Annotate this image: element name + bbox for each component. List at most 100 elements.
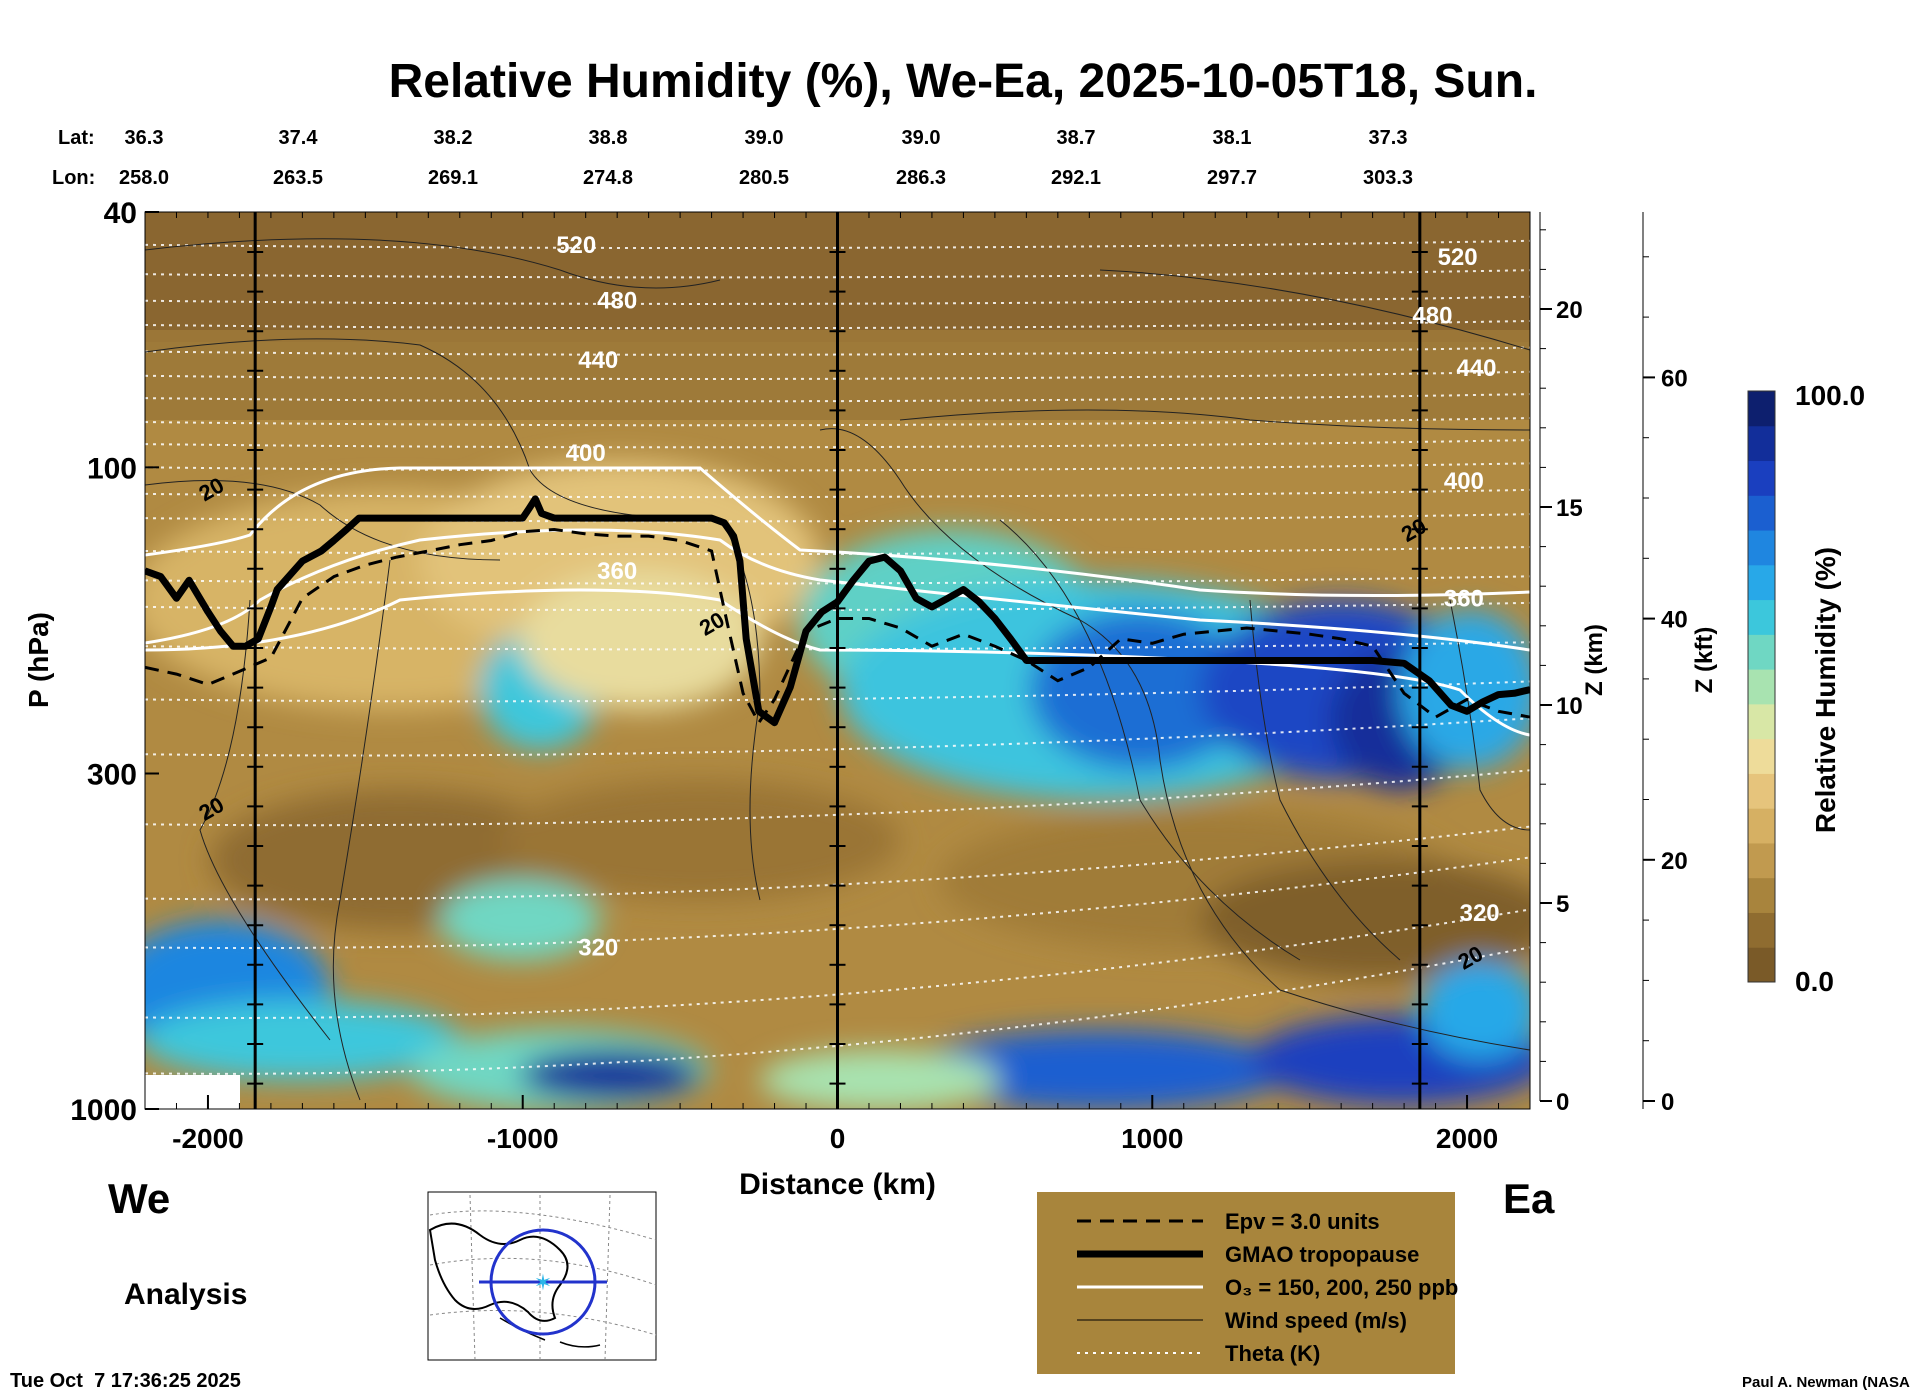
theta-contour — [145, 269, 1530, 279]
colorbar-swatch — [1748, 912, 1775, 948]
theta-contour — [145, 641, 1530, 651]
colorbar-swatch — [1748, 947, 1775, 983]
lon-value: 280.5 — [739, 167, 789, 189]
location-inset-map: ✶ — [427, 1191, 657, 1361]
theta-contour — [145, 295, 1530, 305]
lon-value: 297.7 — [1207, 167, 1257, 189]
colorbar-swatch — [1748, 634, 1775, 670]
theta-contour — [145, 575, 1530, 585]
theta-contour — [145, 417, 1530, 427]
wind-speed-contour — [145, 338, 721, 521]
theta-contour — [145, 545, 1530, 556]
ozone-contour — [145, 588, 1530, 737]
colorbar-swatch — [1748, 495, 1775, 531]
colorbar-swatch — [1748, 877, 1775, 913]
theta-contour — [145, 488, 1530, 499]
theta-label: 360 — [597, 558, 637, 585]
wind-speed-contour — [1099, 269, 1530, 351]
theta-label: 520 — [1438, 244, 1478, 271]
lon-value: 274.8 — [583, 167, 633, 189]
colorbar-max-label: 100.0 — [1795, 380, 1865, 411]
theta-label: 520 — [556, 232, 596, 259]
theta-contour — [145, 439, 1530, 449]
lon-value: 263.5 — [273, 167, 323, 189]
colorbar-swatch — [1748, 738, 1775, 774]
x-axis-label: Distance (km) — [739, 1168, 936, 1201]
author-credit: Paul A. Newman (NASA — [1742, 1374, 1910, 1391]
timestamp: Tue Oct 7 17:36:25 2025 — [10, 1370, 241, 1392]
coastline-path — [428, 1222, 569, 1322]
x-tick-label: 0 — [830, 1123, 846, 1154]
x-tick-label: -1000 — [487, 1123, 559, 1154]
legend-item-label: O₃ = 150, 200, 250 ppb — [1225, 1275, 1458, 1300]
coordinate-header: Lat: Lon: 36.3 258.0 37.4 263.5 38.2 269.1 38.… — [52, 127, 1413, 189]
lat-value: 37.4 — [279, 127, 319, 149]
theta-contour — [145, 462, 1530, 472]
colorbar-swatch — [1748, 391, 1775, 427]
z-kft-tick-label: 60 — [1661, 365, 1688, 392]
theta-contour — [145, 370, 1530, 380]
colorbar: 100.0 0.0 Relative Humidity (%) — [1747, 380, 1865, 997]
z-kft-axis-label: Z (kft) — [1691, 627, 1718, 694]
z-km-tick-label: 5 — [1556, 891, 1569, 918]
y-tick-label: 100 — [87, 452, 137, 485]
inset-center-marker-icon: ✶ — [534, 1270, 552, 1295]
x-tick-label: 2000 — [1436, 1123, 1498, 1154]
colorbar-swatch — [1748, 703, 1775, 740]
legend-item-label: GMAO tropopause — [1225, 1242, 1419, 1267]
theta-contour — [145, 601, 1530, 612]
x-tick-label: 1000 — [1121, 1123, 1183, 1154]
theta-contour — [145, 393, 1530, 403]
lon-value: 286.3 — [896, 167, 946, 189]
z-km-tick-label: 15 — [1556, 495, 1583, 522]
lat-value: 39.0 — [745, 127, 784, 149]
theta-contour — [145, 319, 1530, 330]
theta-label: 360 — [1444, 585, 1484, 612]
theta-label: 480 — [1412, 303, 1452, 330]
theta-label: 320 — [1460, 900, 1500, 927]
theta-label: 440 — [578, 347, 618, 374]
z-km-tick-label: 10 — [1556, 693, 1583, 720]
analysis-label: Analysis — [124, 1278, 247, 1311]
legend: Epv = 3.0 units GMAO tropopause O₃ = 150, … — [1037, 1192, 1458, 1374]
colorbar-swatch — [1748, 808, 1775, 844]
lat-value: 38.7 — [1057, 127, 1096, 149]
theta-label: 440 — [1456, 355, 1496, 382]
theta-contour — [145, 717, 1530, 757]
z-kft-tick-label: 40 — [1661, 607, 1688, 634]
wind-speed-contour — [999, 519, 1301, 961]
colorbar-swatch — [1748, 460, 1775, 496]
wind-speed-contour — [145, 238, 721, 289]
colorbar-swatch — [1748, 425, 1775, 462]
z-km-tick-label: 20 — [1556, 297, 1583, 324]
colorbar-title: Relative Humidity (%) — [1810, 547, 1841, 833]
colorbar-min-label: 0.0 — [1795, 966, 1834, 997]
colorbar-swatch — [1748, 599, 1775, 635]
y-tick-label: 1000 — [70, 1094, 137, 1127]
y-axis-label: P (hPa) — [23, 612, 54, 708]
z-kft-tick-label: 0 — [1661, 1089, 1674, 1116]
colorbar-swatch — [1748, 842, 1775, 879]
z-km-axis-label: Z (km) — [1581, 624, 1608, 696]
west-label: We — [108, 1175, 170, 1222]
z-km-tick-label: 0 — [1556, 1089, 1569, 1116]
lat-value: 39.0 — [902, 127, 941, 149]
lat-label: Lat: — [58, 127, 95, 149]
tropopause-line — [145, 495, 1530, 727]
y-tick-label: 40 — [104, 197, 137, 230]
colorbar-swatch — [1748, 564, 1775, 601]
y-tick-label: 300 — [87, 758, 137, 791]
wind-speed-contour — [899, 409, 1530, 431]
lat-value: 36.3 — [125, 127, 164, 149]
lat-value: 37.3 — [1369, 127, 1408, 149]
legend-item-label: Epv = 3.0 units — [1225, 1209, 1380, 1234]
lat-value: 38.2 — [434, 127, 473, 149]
lon-value: 269.1 — [428, 167, 478, 189]
z-kft-tick-label: 20 — [1661, 848, 1688, 875]
theta-label: 480 — [597, 288, 637, 315]
theta-contour — [145, 346, 1530, 356]
theta-label: 400 — [566, 440, 606, 467]
x-tick-label: -2000 — [172, 1123, 244, 1154]
wind-speed-contour — [819, 428, 1530, 1051]
